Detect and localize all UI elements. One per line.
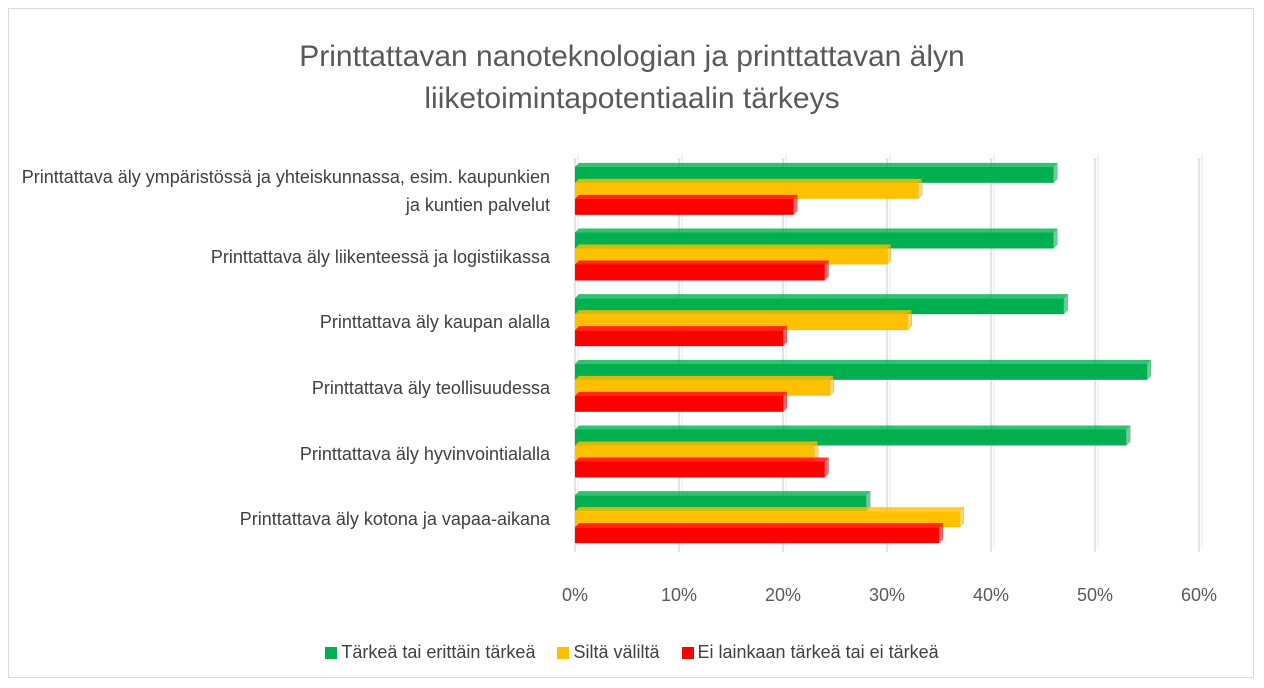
bar-top	[575, 244, 891, 249]
bar-top	[575, 457, 829, 462]
bar-top	[575, 375, 834, 380]
bar	[575, 264, 825, 281]
bar-top	[575, 523, 943, 528]
x-tick-label: 50%	[1077, 585, 1113, 605]
bar-top	[575, 310, 912, 315]
legend-item: Ei lainkaan tärkeä tai ei tärkeä	[681, 642, 939, 663]
bar-top	[575, 425, 1131, 430]
legend-swatch	[557, 646, 570, 659]
bar	[575, 461, 825, 478]
legend-swatch	[325, 646, 338, 659]
category-label: Printtattava äly liikenteessä ja logisti…	[210, 246, 550, 267]
bar-top	[575, 294, 1068, 299]
legend-label: Ei lainkaan tärkeä tai ei tärkeä	[697, 642, 939, 662]
legend-label: Tärkeä tai erittäin tärkeä	[341, 642, 536, 662]
chart-title: Printtattavan nanoteknologian ja printta…	[299, 40, 965, 115]
x-tick-label: 40%	[973, 585, 1009, 605]
bar-top	[575, 359, 1151, 364]
bar	[575, 198, 794, 215]
category-label: Printtattava äly ympäristössä ja yhteisk…	[21, 166, 550, 215]
legend-swatch	[681, 646, 694, 659]
bar	[575, 330, 783, 347]
bar-top	[575, 326, 787, 331]
bar-top	[575, 228, 1058, 233]
legend-label: Siltä väliltä	[573, 642, 660, 662]
x-tick-label: 30%	[869, 585, 905, 605]
category-label: Printtattava äly teollisuudessa	[311, 377, 550, 398]
x-tick-label: 60%	[1181, 585, 1217, 605]
bar-top	[575, 162, 1058, 167]
category-label: Printtattava äly hyvinvointialalla	[299, 443, 550, 464]
x-tick-label: 20%	[765, 585, 801, 605]
bar-top	[575, 391, 787, 396]
bar-top	[575, 441, 819, 446]
legend: Tärkeä tai erittäin tärkeä Siltä väliltä E…	[0, 642, 1264, 663]
bar-top	[575, 507, 964, 512]
bar	[575, 527, 939, 544]
x-tick-label: 0%	[562, 585, 588, 605]
category-label: Printtattava äly kaupan alalla	[319, 312, 550, 333]
bar	[575, 395, 783, 412]
chart-frame	[8, 8, 1254, 678]
bar-top	[575, 194, 798, 199]
legend-item: Siltä väliltä	[557, 642, 660, 663]
bar-top	[575, 260, 829, 265]
legend-item: Tärkeä tai erittäin tärkeä	[325, 642, 535, 663]
x-tick-label: 10%	[661, 585, 697, 605]
bar-top	[575, 178, 923, 183]
bar	[575, 511, 960, 528]
category-label: Printtattava äly kotona ja vapaa-aikana	[239, 509, 550, 530]
bar-top	[575, 491, 871, 496]
